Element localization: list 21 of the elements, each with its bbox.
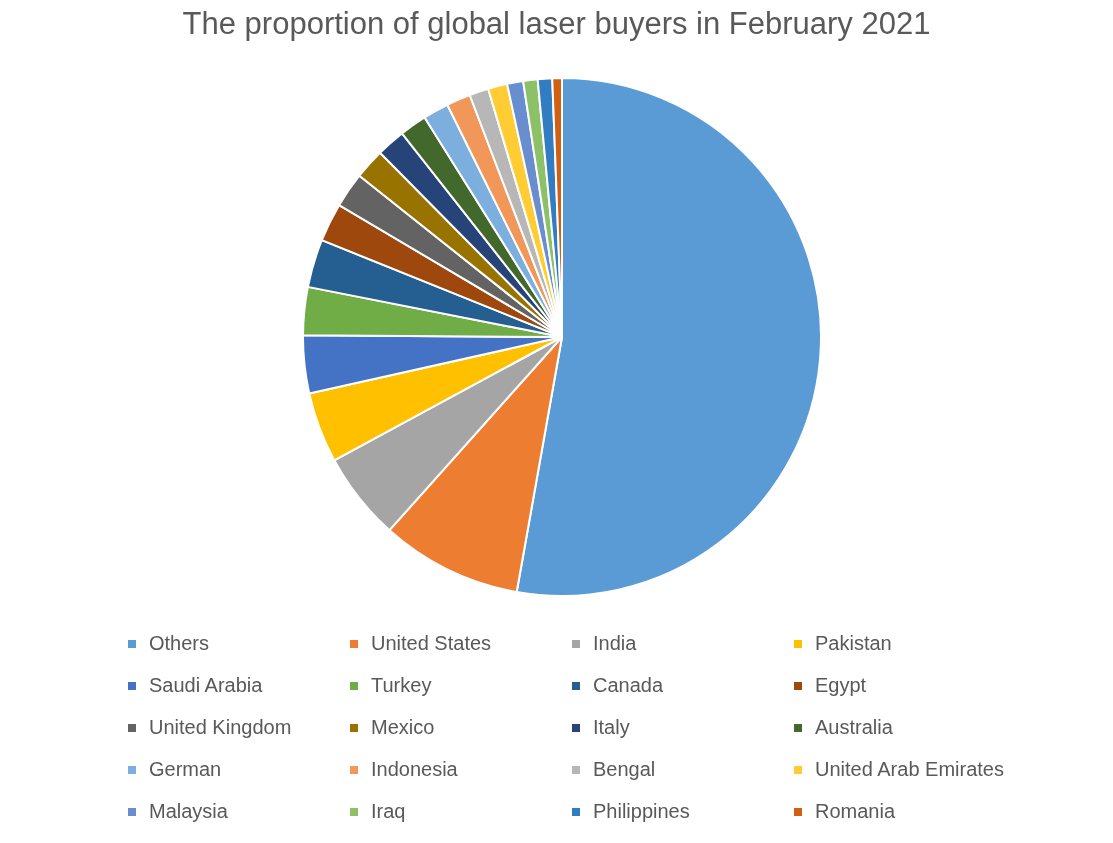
- legend-label: United Arab Emirates: [815, 758, 1004, 780]
- legend-label: German: [149, 758, 222, 780]
- legend-label: Bengal: [593, 758, 656, 780]
- chart-title: The proportion of global laser buyers in February 2021: [182, 6, 931, 41]
- legend-label: Indonesia: [371, 758, 459, 780]
- legend-label: Pakistan: [815, 632, 892, 654]
- legend-label: Italy: [593, 716, 630, 738]
- legend-label: United States: [371, 632, 492, 654]
- legend-label: Egypt: [815, 674, 867, 696]
- legend-label: Malaysia: [149, 800, 229, 822]
- legend-label: Philippines: [593, 800, 690, 822]
- legend-label: Others: [149, 632, 210, 654]
- legend-label: Romania: [815, 800, 896, 822]
- legend-label: India: [593, 632, 638, 654]
- legend-label: Australia: [815, 716, 894, 738]
- legend-label: Turkey: [371, 674, 432, 696]
- legend-label: Iraq: [371, 800, 406, 822]
- legend-label: Canada: [593, 674, 664, 696]
- legend-label: Mexico: [371, 716, 435, 738]
- legend-label: Saudi Arabia: [149, 674, 264, 696]
- legend-label: United Kingdom: [149, 716, 292, 738]
